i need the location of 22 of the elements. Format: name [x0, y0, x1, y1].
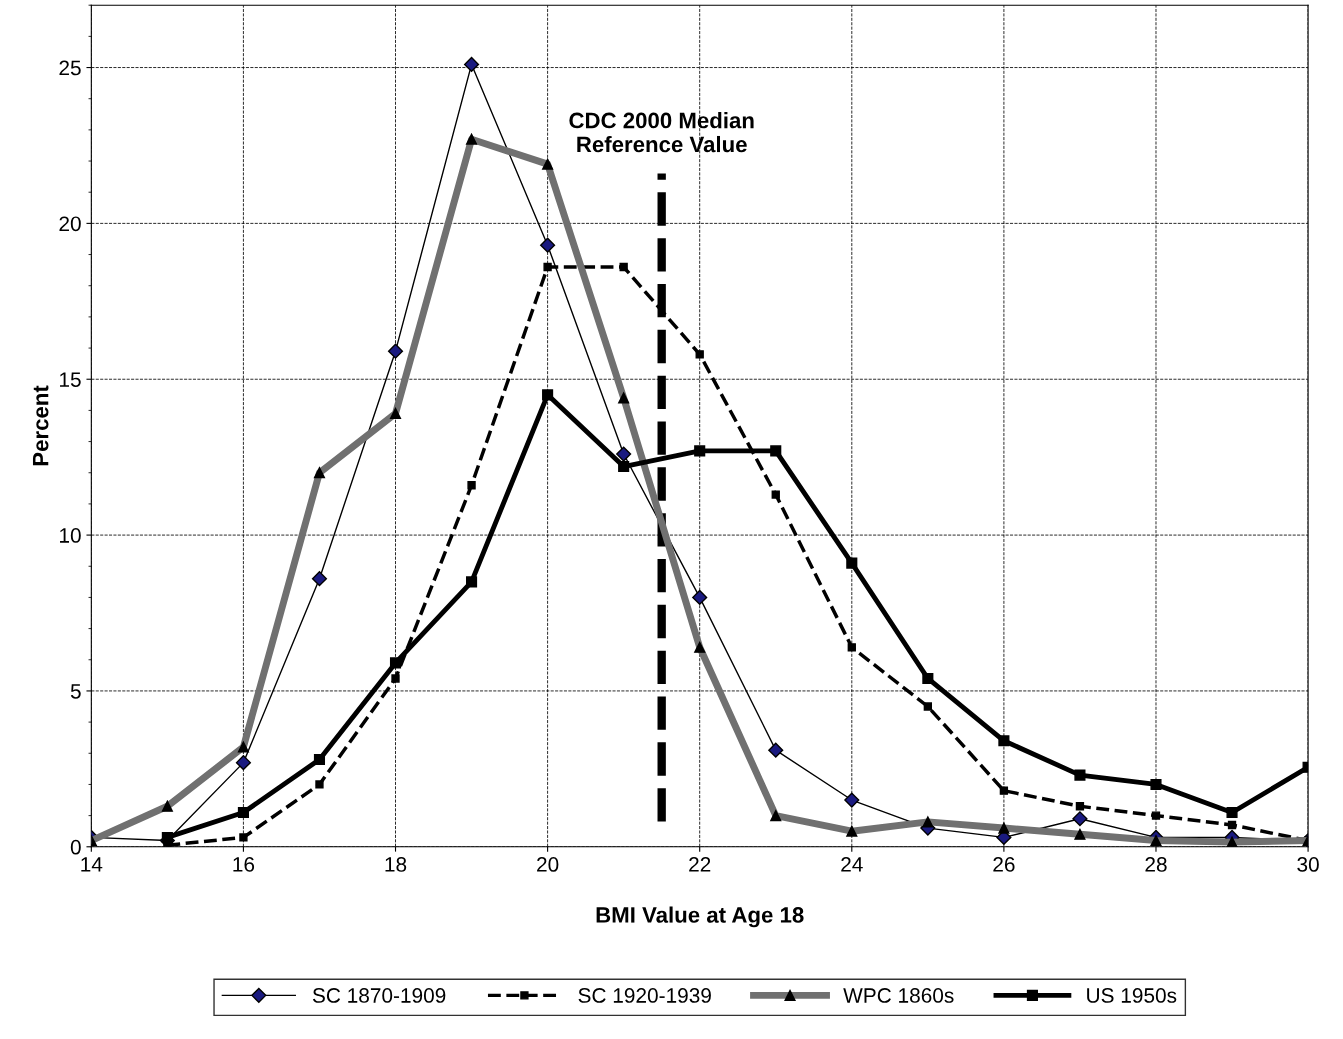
legend-label: SC 1870-1909: [312, 988, 446, 1003]
y-axis-title: Percent: [32, 385, 49, 466]
legend-label: SC 1920-1939: [578, 988, 711, 1003]
x-axis-title: BMI Value at Age 18: [596, 906, 804, 928]
y-tick-label: 10: [60, 528, 81, 543]
x-tick-label: 28: [1145, 857, 1167, 872]
x-tick-label: 24: [841, 857, 863, 872]
x-tick-label: 20: [537, 857, 559, 872]
y-tick-label: 20: [59, 216, 81, 232]
y-tick-label: 15: [60, 372, 81, 387]
legend-label: WPC 1860s: [843, 988, 954, 1003]
x-tick-label: 30: [1297, 857, 1319, 872]
x-tick-label: 14: [81, 857, 103, 872]
x-tick-label: 26: [993, 857, 1015, 872]
x-tick-label: 22: [689, 857, 711, 872]
ref-line-label: CDC 2000 Median Reference Value: [569, 112, 754, 153]
legend-label: US 1950s: [1087, 988, 1177, 1003]
y-tick-label: 5: [70, 684, 81, 699]
y-tick-label: 25: [59, 60, 81, 76]
x-tick-label: 18: [385, 857, 407, 872]
x-tick-label: 16: [233, 857, 255, 872]
y-tick-label: 0: [70, 839, 81, 855]
